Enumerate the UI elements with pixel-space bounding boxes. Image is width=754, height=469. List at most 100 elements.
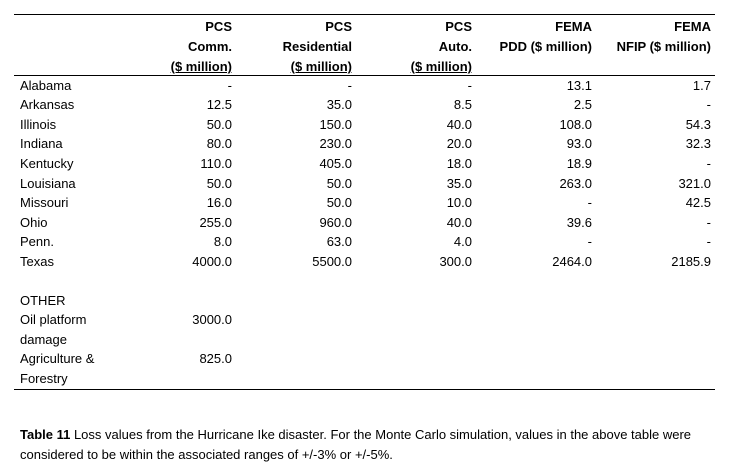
header-line: FEMA [555,19,592,34]
state-cell: Ohio [20,215,48,230]
value-cell: 12.5 [206,97,232,112]
value-cell: - [347,78,352,93]
value-cell: 50.0 [206,176,232,191]
value-cell: - [467,78,472,93]
value-cell: - [706,97,711,112]
value-cell: - [587,195,592,210]
header-line: NFIP ($ million) [616,39,711,54]
header-line: PCS [205,19,232,34]
value-cell: 80.0 [206,136,232,151]
value-cell: 300.0 [439,254,472,269]
value-cell: 63.0 [326,234,352,249]
header-pcs-comm: PCS Comm. ($ million) [171,17,232,77]
value-cell: 32.3 [685,136,711,151]
other-heading: OTHER [20,293,66,308]
value-cell: 50.0 [326,176,352,191]
header-fema-pdd: FEMA PDD ($ million) [500,17,592,57]
header-line: Residential [282,39,352,54]
value-cell: - [227,78,232,93]
value-cell: 8.0 [213,234,232,249]
header-rule [14,75,715,76]
other-item-value: 3000.0 [192,312,232,327]
value-cell: 13.1 [566,78,592,93]
value-cell: 10.0 [446,195,472,210]
value-cell: 18.9 [566,156,592,171]
other-item-label: Agriculture & [20,351,95,366]
state-cell: Penn. [20,234,54,249]
state-cell: Arkansas [20,97,75,112]
value-cell: 35.0 [326,97,352,112]
value-cell: 108.0 [559,117,592,132]
header-pcs-auto: PCS Auto. ($ million) [411,17,472,77]
value-cell: 50.0 [206,117,232,132]
value-cell: 39.6 [566,215,592,230]
state-cell: Indiana [20,136,63,151]
value-cell: 2.5 [573,97,592,112]
header-line: Auto. [438,39,472,54]
caption-label: Table 11 [20,427,71,442]
table-row: Illinois 50.0 150.0 40.0 108.0 54.3 [0,115,754,135]
value-cell: 20.0 [446,136,472,151]
other-item-label: Forestry [20,371,68,386]
header-unit: ($ million) [410,59,472,74]
value-cell: 42.5 [685,195,711,210]
header-line: PCS [445,19,472,34]
table-top-rule [14,14,715,15]
header-unit: ($ million) [170,59,232,74]
header-fema-nfip: FEMA NFIP ($ million) [617,17,711,57]
value-cell: 2185.9 [671,254,711,269]
value-cell: 110.0 [200,156,232,171]
table-row: Arkansas 12.5 35.0 8.5 2.5 - [0,95,754,115]
other-item-label: damage [20,332,67,347]
value-cell: 2464.0 [552,254,592,269]
other-item-value: 825.0 [199,351,232,366]
value-cell: 1.7 [692,78,711,93]
state-cell: Illinois [20,117,57,132]
table-row: Alabama - - - 13.1 1.7 [0,76,754,96]
value-cell: - [706,234,711,249]
value-cell: 35.0 [446,176,472,191]
other-item-label: Oil platform [20,312,87,327]
value-cell: - [706,215,711,230]
table-row: Penn. 8.0 63.0 4.0 - - [0,232,754,252]
value-cell: 321.0 [678,176,711,191]
value-cell: 8.5 [453,97,472,112]
value-cell: 263.0 [559,176,592,191]
value-cell: 40.0 [446,215,472,230]
table-row: Missouri 16.0 50.0 10.0 - 42.5 [0,193,754,213]
table-row: Ohio 255.0 960.0 40.0 39.6 - [0,213,754,233]
value-cell: - [706,156,711,171]
state-cell: Louisiana [20,176,76,191]
header-line: PDD ($ million) [499,39,592,54]
header-unit: ($ million) [290,59,352,74]
value-cell: 405.0 [319,156,352,171]
value-cell: 4000.0 [192,254,232,269]
table-bottom-rule [14,389,715,390]
table-row: Kentucky 110.0 405.0 18.0 18.9 - [0,154,754,174]
table-row: Louisiana 50.0 50.0 35.0 263.0 321.0 [0,174,754,194]
value-cell: 54.3 [685,117,711,132]
value-cell: 960.0 [319,215,352,230]
caption-text: Loss values from the Hurricane Ike disas… [20,427,692,462]
header-line: Comm. [187,39,232,54]
header-pcs-residential: PCS Residential ($ million) [283,17,352,77]
value-cell: 230.0 [319,136,352,151]
state-cell: Kentucky [20,156,74,171]
value-cell: 5500.0 [312,254,352,269]
value-cell: 93.0 [566,136,592,151]
table-row: Texas 4000.0 5500.0 300.0 2464.0 2185.9 [0,252,754,272]
value-cell: 150.0 [319,117,352,132]
state-cell: Missouri [20,195,69,210]
value-cell: 4.0 [453,234,472,249]
value-cell: 40.0 [446,117,472,132]
value-cell: 50.0 [326,195,352,210]
value-cell: 255.0 [199,215,232,230]
header-line: FEMA [674,19,711,34]
table-row: Indiana 80.0 230.0 20.0 93.0 32.3 [0,134,754,154]
header-line: PCS [325,19,352,34]
table-caption: Table 11 Loss values from the Hurricane … [20,425,720,465]
value-cell: 18.0 [446,156,472,171]
state-cell: Alabama [20,78,72,93]
state-cell: Texas [20,254,54,269]
